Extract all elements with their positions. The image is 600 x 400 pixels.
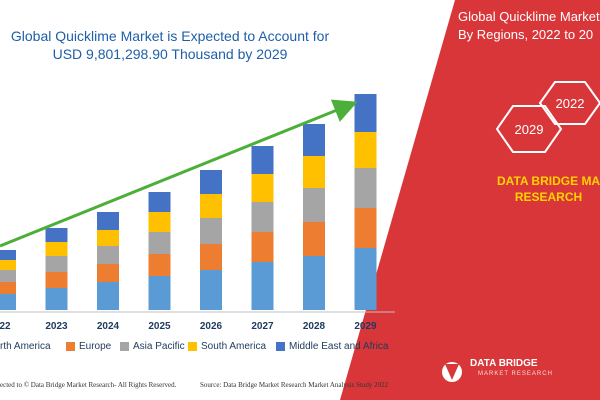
bar-segment-2028-europe xyxy=(303,222,325,256)
logo-subtext: MARKET RESEARCH xyxy=(478,371,553,377)
bar-segment-2023-south-america xyxy=(45,242,68,256)
bar-segment-2026-asia-pacific xyxy=(200,218,222,244)
legend-item-south-america: South America xyxy=(188,341,266,352)
bar-segment-2028-north-america xyxy=(303,256,325,310)
brand-line-2: RESEARCH xyxy=(514,190,583,204)
bar-segment-2022-north-america xyxy=(0,294,16,310)
x-ticks: 22 2023 2024 2025 2026 2027 2028 2029 xyxy=(0,321,377,332)
bar-segment-2022-south-america xyxy=(0,260,16,270)
x-tick-2024: 2024 xyxy=(97,321,120,332)
bar-segment-2022-middle-east-and-africa xyxy=(0,250,16,260)
legend-label-middle-east-africa: Middle East and Africa xyxy=(289,341,389,352)
hex-top-label: 2022 xyxy=(556,96,585,111)
bar-segment-2022-europe xyxy=(0,282,16,294)
legend-swatch-middle-east-africa xyxy=(276,342,285,351)
hex-bottom-label: 2029 xyxy=(515,122,544,137)
bar-segment-2029-europe xyxy=(354,208,377,248)
bar-segment-2024-south-america xyxy=(97,230,119,246)
bar-segment-2024-europe xyxy=(97,264,119,282)
legend-label-north-america: rth America xyxy=(0,341,51,352)
bar-segment-2029-south-america xyxy=(354,132,377,168)
bar-segment-2023-middle-east-and-africa xyxy=(45,228,68,242)
brand-line-1: DATA BRIDGE MA xyxy=(497,174,600,188)
bar-segment-2024-middle-east-and-africa xyxy=(97,212,119,230)
bar-segment-2029-north-america xyxy=(354,248,377,310)
x-tick-2026: 2026 xyxy=(200,321,223,332)
bar-segment-2024-north-america xyxy=(97,282,119,310)
brand-text: DATA BRIDGE MA RESEARCH xyxy=(497,173,600,205)
bar-segment-2027-middle-east-and-africa xyxy=(251,146,274,174)
bar-segment-2025-asia-pacific xyxy=(148,232,171,254)
footer-source: Source: Data Bridge Market Research Mark… xyxy=(200,381,389,389)
legend-swatch-asia-pacific xyxy=(120,342,129,351)
x-tick-2029: 2029 xyxy=(354,321,377,332)
bar-segment-2023-europe xyxy=(45,272,68,288)
panel-title-line-1: Global Quicklime Market xyxy=(458,9,600,24)
x-tick-2025: 2025 xyxy=(148,321,171,332)
bar-segment-2027-south-america xyxy=(251,174,274,202)
bar-segment-2026-europe xyxy=(200,244,222,270)
bar-segment-2027-asia-pacific xyxy=(251,202,274,232)
bar-segment-2025-north-america xyxy=(148,276,171,310)
bar-segment-2028-south-america xyxy=(303,156,325,188)
bar-segment-2025-europe xyxy=(148,254,171,276)
bar-segment-2027-europe xyxy=(251,232,274,262)
bars xyxy=(0,94,377,310)
legend-item-north-america: rth America xyxy=(0,341,51,352)
red-panel-shape xyxy=(340,0,600,400)
x-tick-2022: 22 xyxy=(0,321,11,332)
bar-segment-2025-south-america xyxy=(148,212,171,232)
chart-title-line-2: USD 9,801,298.90 Thousand by 2029 xyxy=(52,46,288,62)
bar-segment-2022-asia-pacific xyxy=(0,270,16,282)
legend-item-asia-pacific: Asia Pacific xyxy=(120,341,185,352)
bar-segment-2025-middle-east-and-africa xyxy=(148,192,171,212)
x-tick-2027: 2027 xyxy=(251,321,274,332)
bar-segment-2028-middle-east-and-africa xyxy=(303,124,325,156)
bar-segment-2029-asia-pacific xyxy=(354,168,377,208)
bar-segment-2026-middle-east-and-africa xyxy=(200,170,222,194)
logo-text: DATA BRIDGE xyxy=(470,358,538,369)
bar-segment-2026-south-america xyxy=(200,194,222,218)
legend-swatch-europe xyxy=(66,342,75,351)
legend-label-europe: Europe xyxy=(79,341,112,352)
bar-segment-2023-asia-pacific xyxy=(45,256,68,272)
x-tick-2023: 2023 xyxy=(45,321,68,332)
bar-segment-2028-asia-pacific xyxy=(303,188,325,222)
legend-label-asia-pacific: Asia Pacific xyxy=(133,341,185,352)
hexagon-2029: 2029 xyxy=(495,105,563,153)
legend-swatch-south-america xyxy=(188,342,197,351)
chart-title: Global Quicklime Market is Expected to A… xyxy=(0,27,340,63)
panel-title-line-2: By Regions, 2022 to 20 xyxy=(458,27,594,42)
chart-legend: rth America Europe Asia Pacific South Am… xyxy=(0,341,420,357)
bar-segment-2026-north-america xyxy=(200,270,222,310)
bar-segment-2029-middle-east-and-africa xyxy=(354,94,377,132)
growth-trend-arrow xyxy=(0,99,358,248)
footer-copyright: ected to © Data Bridge Market Research- … xyxy=(0,381,177,389)
chart-title-line-1: Global Quicklime Market is Expected to A… xyxy=(10,28,330,44)
brand-logo-icon xyxy=(442,362,462,382)
x-tick-2028: 2028 xyxy=(303,321,326,332)
bar-segment-2023-north-america xyxy=(45,288,68,310)
bar-segment-2027-north-america xyxy=(251,262,274,310)
hexagon-2022: 2022 xyxy=(538,81,600,125)
bar-segment-2024-asia-pacific xyxy=(97,246,119,264)
panel-title: Global Quicklime Market By Regions, 2022… xyxy=(458,8,600,44)
legend-item-middle-east-africa: Middle East and Africa xyxy=(276,341,389,352)
legend-item-europe: Europe xyxy=(66,341,111,352)
legend-label-south-america: South America xyxy=(201,341,267,352)
